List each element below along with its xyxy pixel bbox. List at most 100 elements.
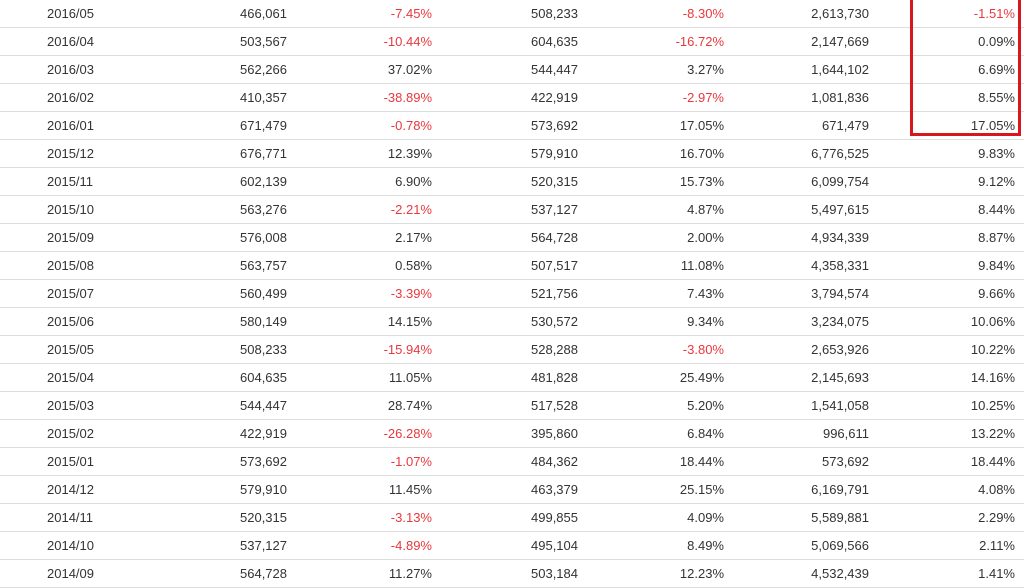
value-cell-1: 671,479: [240, 118, 287, 133]
percent-cell-1: -3.13%: [390, 510, 432, 525]
value-cell-1: 544,447: [240, 398, 287, 413]
percent-cell-2: 5.20%: [687, 398, 724, 413]
percent-cell-1: 6.90%: [395, 174, 432, 189]
percent-cell-3: 10.22%: [970, 342, 1015, 357]
percent-cell-3: 8.55%: [978, 90, 1015, 105]
value-cell-3: 996,611: [822, 426, 869, 441]
value-cell-3: 3,234,075: [811, 314, 869, 329]
value-cell-3: 4,934,339: [811, 230, 869, 245]
value-cell-1: 466,061: [240, 6, 287, 21]
percent-cell-1: 14.15%: [387, 314, 432, 329]
value-cell-1: 508,233: [240, 342, 287, 357]
value-cell-2: 499,855: [531, 510, 578, 525]
percent-cell-1: 2.17%: [395, 230, 432, 245]
table-row: 2015/06 580,149 14.15% 530,572 9.34% 3,234,07…: [0, 308, 1024, 336]
percent-cell-3: 4.08%: [978, 482, 1015, 497]
table-row: 2016/03 562,266 37.02% 544,447 3.27% 1,644,10…: [0, 56, 1024, 84]
percent-cell-2: 4.09%: [687, 510, 724, 525]
percent-cell-1: -2.21%: [390, 202, 432, 217]
value-cell-1: 676,771: [240, 146, 287, 161]
percent-cell-2: 11.08%: [680, 258, 724, 273]
value-cell-2: 537,127: [531, 202, 578, 217]
percent-cell-2: 12.23%: [679, 566, 724, 581]
date-cell: 2015/12: [47, 146, 94, 161]
value-cell-1: 579,910: [240, 482, 287, 497]
value-cell-2: 573,692: [531, 118, 578, 133]
date-cell: 2016/05: [47, 6, 94, 21]
date-cell: 2016/01: [47, 118, 94, 133]
value-cell-1: 537,127: [240, 538, 287, 553]
value-cell-3: 6,169,791: [811, 482, 869, 497]
value-cell-3: 6,776,525: [811, 146, 869, 161]
percent-cell-1: -1.07%: [390, 454, 432, 469]
percent-cell-2: -8.30%: [682, 6, 724, 21]
table-row: 2016/05 466,061 -7.45% 508,233 -8.30% 2,613,7…: [0, 0, 1024, 28]
value-cell-2: 564,728: [531, 230, 578, 245]
table-row: 2016/01 671,479 -0.78% 573,692 17.05% 671,479…: [0, 112, 1024, 140]
percent-cell-2: 2.00%: [687, 230, 724, 245]
percent-cell-2: -16.72%: [675, 34, 724, 49]
date-cell: 2014/09: [47, 566, 94, 581]
percent-cell-2: 18.44%: [679, 454, 724, 469]
percent-cell-3: 10.06%: [970, 314, 1015, 329]
date-cell: 2015/11: [47, 174, 94, 189]
value-cell-2: 517,528: [531, 398, 578, 413]
percent-cell-3: 18.44%: [970, 454, 1015, 469]
value-cell-3: 5,069,566: [811, 538, 869, 553]
percent-cell-1: 11.45%: [388, 482, 432, 497]
value-cell-1: 563,757: [240, 258, 287, 273]
value-cell-2: 530,572: [531, 314, 578, 329]
value-cell-1: 560,499: [240, 286, 287, 301]
table-row: 2016/04 503,567 -10.44% 604,635 -16.72% 2,147…: [0, 28, 1024, 56]
value-cell-1: 564,728: [240, 566, 287, 581]
percent-cell-2: 9.34%: [687, 314, 724, 329]
percent-cell-3: 10.25%: [970, 398, 1015, 413]
percent-cell-2: 15.73%: [679, 174, 724, 189]
percent-cell-1: 0.58%: [395, 258, 432, 273]
value-cell-2: 481,828: [531, 370, 578, 385]
table-row: 2014/12 579,910 11.45% 463,379 25.15% 6,169,7…: [0, 476, 1024, 504]
value-cell-1: 563,276: [240, 202, 287, 217]
table-row: 2016/02 410,357 -38.89% 422,919 -2.97% 1,081,…: [0, 84, 1024, 112]
percent-cell-1: -3.39%: [390, 286, 432, 301]
percent-cell-2: 8.49%: [687, 538, 724, 553]
value-cell-2: 495,104: [531, 538, 578, 553]
value-cell-1: 520,315: [240, 510, 287, 525]
value-cell-2: 484,362: [531, 454, 578, 469]
percent-cell-3: 6.69%: [978, 62, 1015, 77]
table-row: 2015/02 422,919 -26.28% 395,860 6.84% 996,611…: [0, 420, 1024, 448]
table-row: 2014/11 520,315 -3.13% 499,855 4.09% 5,589,88…: [0, 504, 1024, 532]
percent-cell-1: -7.45%: [390, 6, 432, 21]
table-row: 2015/09 576,008 2.17% 564,728 2.00% 4,934,339…: [0, 224, 1024, 252]
percent-cell-1: -0.78%: [390, 118, 432, 133]
value-cell-1: 573,692: [240, 454, 287, 469]
percent-cell-1: -26.28%: [383, 426, 432, 441]
date-cell: 2015/04: [47, 370, 94, 385]
value-cell-3: 2,147,669: [811, 34, 869, 49]
value-cell-1: 580,149: [240, 314, 287, 329]
table-row: 2015/04 604,635 11.05% 481,828 25.49% 2,145,6…: [0, 364, 1024, 392]
percent-cell-2: -3.80%: [682, 342, 724, 357]
date-cell: 2015/05: [47, 342, 94, 357]
value-cell-3: 4,532,439: [811, 566, 869, 581]
value-cell-1: 562,266: [240, 62, 287, 77]
percent-cell-3: 2.11%: [979, 538, 1015, 553]
date-cell: 2014/12: [47, 482, 94, 497]
value-cell-2: 395,860: [531, 426, 578, 441]
date-cell: 2015/01: [47, 454, 94, 469]
table-row: 2014/09 564,728 11.27% 503,184 12.23% 4,532,4…: [0, 560, 1024, 588]
percent-cell-3: 9.12%: [978, 174, 1015, 189]
value-cell-3: 2,613,730: [811, 6, 869, 21]
date-cell: 2015/08: [47, 258, 94, 273]
percent-cell-3: 2.29%: [978, 510, 1015, 525]
table-row: 2015/08 563,757 0.58% 507,517 11.08% 4,358,33…: [0, 252, 1024, 280]
value-cell-2: 507,517: [531, 258, 578, 273]
value-cell-1: 410,357: [240, 90, 287, 105]
date-cell: 2016/02: [47, 90, 94, 105]
value-cell-1: 604,635: [240, 370, 287, 385]
value-cell-2: 528,288: [531, 342, 578, 357]
percent-cell-2: -2.97%: [682, 90, 724, 105]
table-row: 2015/10 563,276 -2.21% 537,127 4.87% 5,497,61…: [0, 196, 1024, 224]
percent-cell-3: -1.51%: [973, 6, 1015, 21]
